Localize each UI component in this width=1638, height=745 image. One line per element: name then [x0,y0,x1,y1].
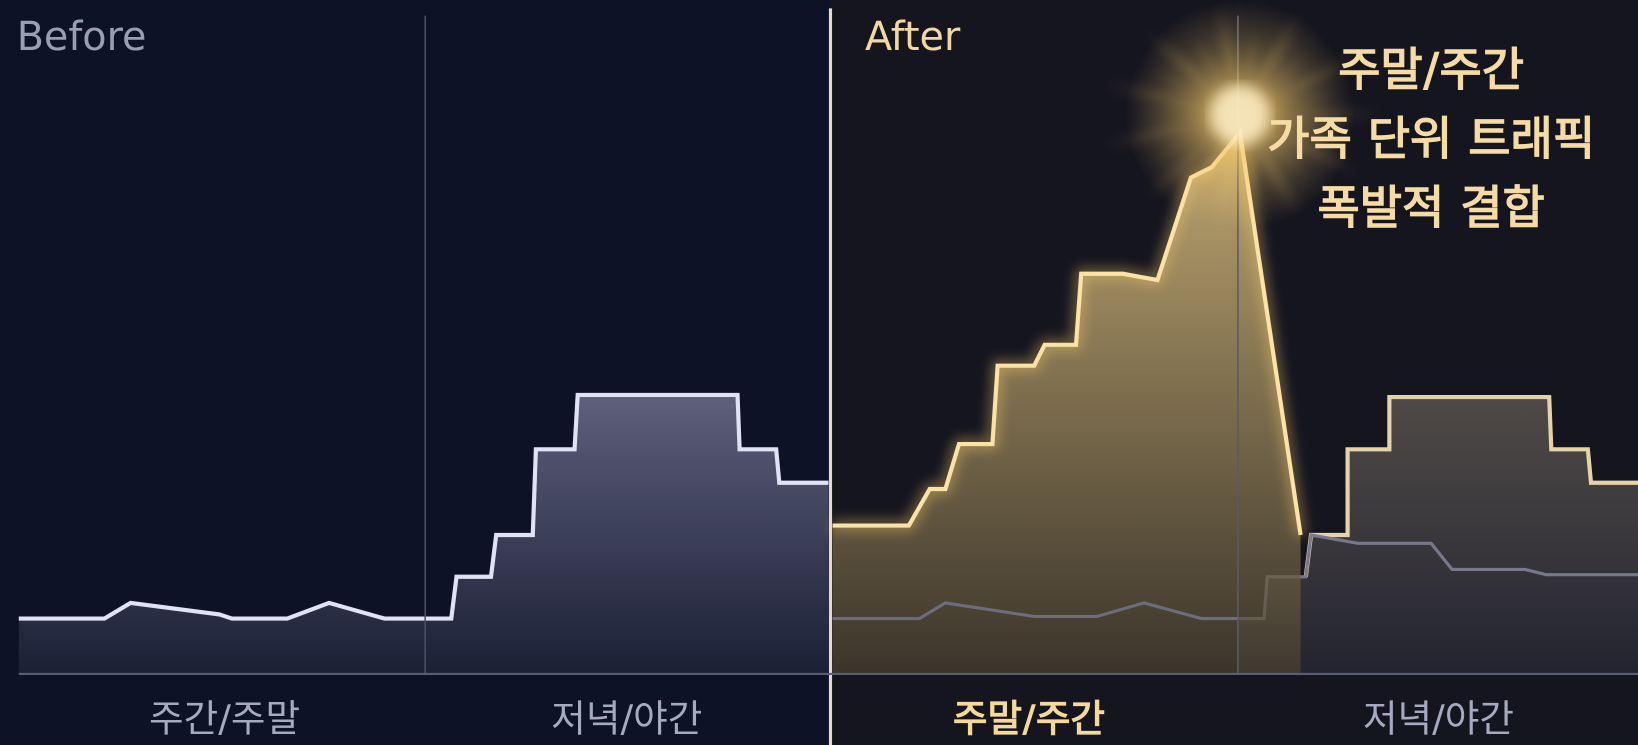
annotation-line: 폭발적 결합 [1317,181,1544,235]
annotation-line: 주말/주간 [1338,43,1524,97]
before-area [18,394,829,674]
starburst [1103,0,1383,230]
before-label: Before [17,14,147,60]
category-label: 저녁/야간 [1363,696,1514,740]
category-label: 주간/주말 [149,696,300,740]
category-label: 주말/주간 [953,696,1105,740]
after-label: After [865,14,961,60]
category-label: 저녁/야간 [551,696,702,740]
after-right-area [1237,397,1638,674]
before-line [18,392,829,621]
annotation-line: 가족 단위 트래픽 [1267,112,1595,166]
after-baseline-copy [832,601,1238,621]
after-right-line [1303,394,1638,578]
after-surge-area [832,132,1301,674]
burst-core [1210,85,1270,145]
